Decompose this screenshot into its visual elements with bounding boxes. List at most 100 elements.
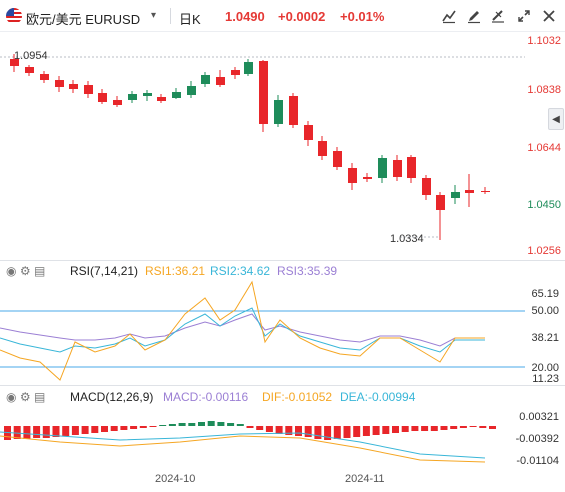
rsi3-line — [0, 313, 485, 347]
macd-histogram-bar — [207, 421, 215, 426]
high-annotation: 1.0954 — [14, 50, 48, 62]
candle-body — [304, 125, 313, 140]
macd-histogram-bar — [236, 424, 244, 426]
candle-body — [244, 62, 253, 74]
low-annotation: 1.0334 — [390, 233, 424, 245]
macd-histogram-bar — [101, 426, 108, 432]
indicator-list-icon[interactable]: ▤ — [33, 264, 46, 278]
macd-histogram-bar — [440, 426, 448, 430]
macd-histogram-bar — [256, 426, 264, 430]
candle-body — [143, 93, 152, 96]
rsi-axis-label: 20.00 — [531, 362, 559, 374]
macd-histogram-bar — [353, 426, 361, 437]
candlestick-chart[interactable] — [0, 32, 565, 260]
indicator-settings-icon[interactable] — [440, 7, 458, 25]
macd-axis-label: -0.01104 — [516, 455, 559, 467]
timeframe-selector[interactable]: 日K — [179, 12, 201, 27]
dif-line — [0, 435, 486, 463]
price-axis-label: 1.0644 — [527, 142, 561, 154]
rsi-axis-label: 65.19 — [531, 288, 559, 300]
rsi-axis-label: 38.21 — [531, 332, 559, 344]
macd-histogram-bar — [285, 426, 293, 435]
candle-body — [259, 61, 268, 124]
dif-value: DIF:-0.01052 — [262, 390, 333, 404]
macd-histogram-bar — [343, 426, 351, 438]
macd-histogram-bar — [246, 426, 254, 428]
macd-chart[interactable] — [0, 406, 565, 466]
macd-histogram-bar — [159, 425, 167, 426]
macd-histogram-bar — [430, 426, 438, 431]
price-axis-label: 1.1032 — [527, 35, 561, 47]
candle-body — [69, 84, 78, 89]
candle-body — [465, 190, 474, 193]
candle-body — [201, 75, 210, 84]
macd-value: MACD:-0.00116 — [163, 390, 249, 404]
macd-histogram-bar — [33, 426, 41, 438]
macd-histogram-bar — [411, 426, 419, 431]
macd-histogram-bar — [81, 426, 89, 434]
macd-histogram-bar — [13, 426, 21, 439]
price-axis-label: 1.0256 — [527, 245, 561, 257]
candle-body — [274, 100, 283, 124]
macd-histogram-bar — [479, 426, 487, 428]
candle-body — [187, 86, 196, 95]
macd-histogram-bar — [372, 426, 380, 435]
macd-histogram-bar — [469, 426, 477, 427]
candle-body — [378, 158, 387, 178]
macd-histogram-bar — [421, 426, 429, 431]
gear-icon[interactable]: ⚙ — [19, 390, 31, 404]
rsi-axis-label: 11.23 — [532, 373, 559, 385]
macd-histogram-bar — [139, 426, 147, 428]
candle-body — [289, 96, 298, 125]
macd-histogram-bar — [91, 426, 99, 433]
candle-body — [333, 151, 342, 167]
candle-body — [157, 97, 166, 101]
flag-us-icon — [6, 8, 22, 24]
ruler-icon[interactable] — [489, 7, 507, 25]
eye-icon[interactable]: ◉ — [6, 264, 17, 278]
rsi-header: ◉ ⚙ ▤ — [6, 264, 45, 278]
fullscreen-icon[interactable] — [515, 7, 533, 25]
macd-axis-label: -0.00392 — [515, 433, 559, 445]
macd-histogram-bar — [459, 426, 467, 428]
symbol-name[interactable]: 欧元/美元 EURUSD — [26, 12, 141, 27]
macd-histogram-bar — [227, 423, 235, 426]
rsi-axis-label: 50.00 — [531, 305, 559, 317]
caret-down-icon[interactable]: ▾ — [151, 10, 157, 21]
macd-histogram-bar — [23, 426, 31, 439]
macd-histogram-bar — [42, 426, 50, 438]
indicator-list-icon[interactable]: ▤ — [33, 390, 46, 404]
macd-histogram-bar — [130, 426, 138, 429]
gear-icon[interactable]: ⚙ — [19, 264, 31, 278]
time-axis-label: 2024-11 — [345, 473, 385, 485]
macd-histogram-bar — [401, 426, 409, 432]
macd-histogram-bar — [392, 426, 399, 433]
rsi3-value: RSI3:35.39 — [277, 264, 338, 278]
macd-histogram-bar — [71, 426, 79, 435]
rsi1-value: RSI1:36.21 — [145, 264, 206, 278]
macd-histogram-bar — [188, 423, 196, 426]
grid-icon[interactable] — [540, 7, 558, 25]
macd-histogram-bar — [362, 426, 370, 436]
pen-icon[interactable] — [465, 7, 483, 25]
eye-icon[interactable]: ◉ — [6, 390, 17, 404]
price-change-percent: +0.01% — [340, 9, 385, 24]
candle-body — [363, 177, 372, 179]
panel-divider — [0, 385, 565, 386]
price-axis-label: 1.0450 — [527, 199, 561, 211]
candle-body — [10, 59, 19, 66]
macd-histogram-bar — [198, 422, 205, 426]
macd-histogram-bar — [324, 426, 332, 440]
rsi-title: RSI(7,14,21) — [70, 264, 139, 278]
candle-body — [40, 74, 49, 80]
macd-histogram-bar — [149, 426, 157, 427]
dea-line — [0, 431, 486, 459]
candle-body — [172, 92, 181, 98]
time-axis-label: 2024-10 — [155, 473, 196, 485]
candle-body — [318, 141, 327, 156]
rsi2-value: RSI2:34.62 — [210, 264, 271, 278]
collapse-arrow-icon[interactable]: ◀ — [548, 108, 564, 130]
candle-body — [407, 157, 416, 178]
rsi-chart[interactable] — [0, 280, 565, 384]
candle-body — [216, 77, 225, 85]
